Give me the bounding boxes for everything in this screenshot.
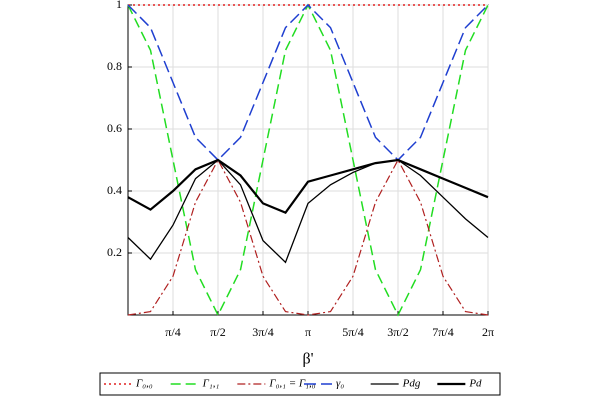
y-tick-label: 0.6 (107, 121, 122, 135)
legend-label: Pd (468, 378, 482, 390)
x-tick-label: 2π (482, 325, 494, 339)
y-tick-label: 1 (116, 0, 122, 11)
legend-label: γ₀ (336, 378, 344, 390)
legend-label: Γ₁,₁ (202, 378, 220, 390)
x-tick-label: 7π/4 (432, 325, 453, 339)
x-tick-label: 3π/4 (252, 325, 273, 339)
legend-label: Pdg (402, 378, 421, 390)
x-tick-label: 3π/2 (387, 325, 408, 339)
legend-label: Γ₀,₀ (135, 378, 153, 390)
x-axis-label: β' (302, 351, 313, 368)
series-line (127, 158, 489, 215)
y-tick-label: 0.4 (107, 183, 122, 197)
x-tick-label: π/2 (210, 325, 225, 339)
legend-frame (99, 372, 501, 396)
x-tick-label: π/4 (165, 325, 180, 339)
series-line (127, 159, 489, 264)
series-line (127, 3, 489, 162)
legend-label: Γ₀,₁ = Γ₁,₀ (268, 378, 315, 390)
y-tick-label: 0.8 (107, 59, 122, 73)
x-tick-label: 5π/4 (342, 325, 363, 339)
y-tick-label: 0.2 (107, 245, 122, 259)
x-tick-label: π (305, 325, 311, 339)
series-line (127, 158, 489, 316)
